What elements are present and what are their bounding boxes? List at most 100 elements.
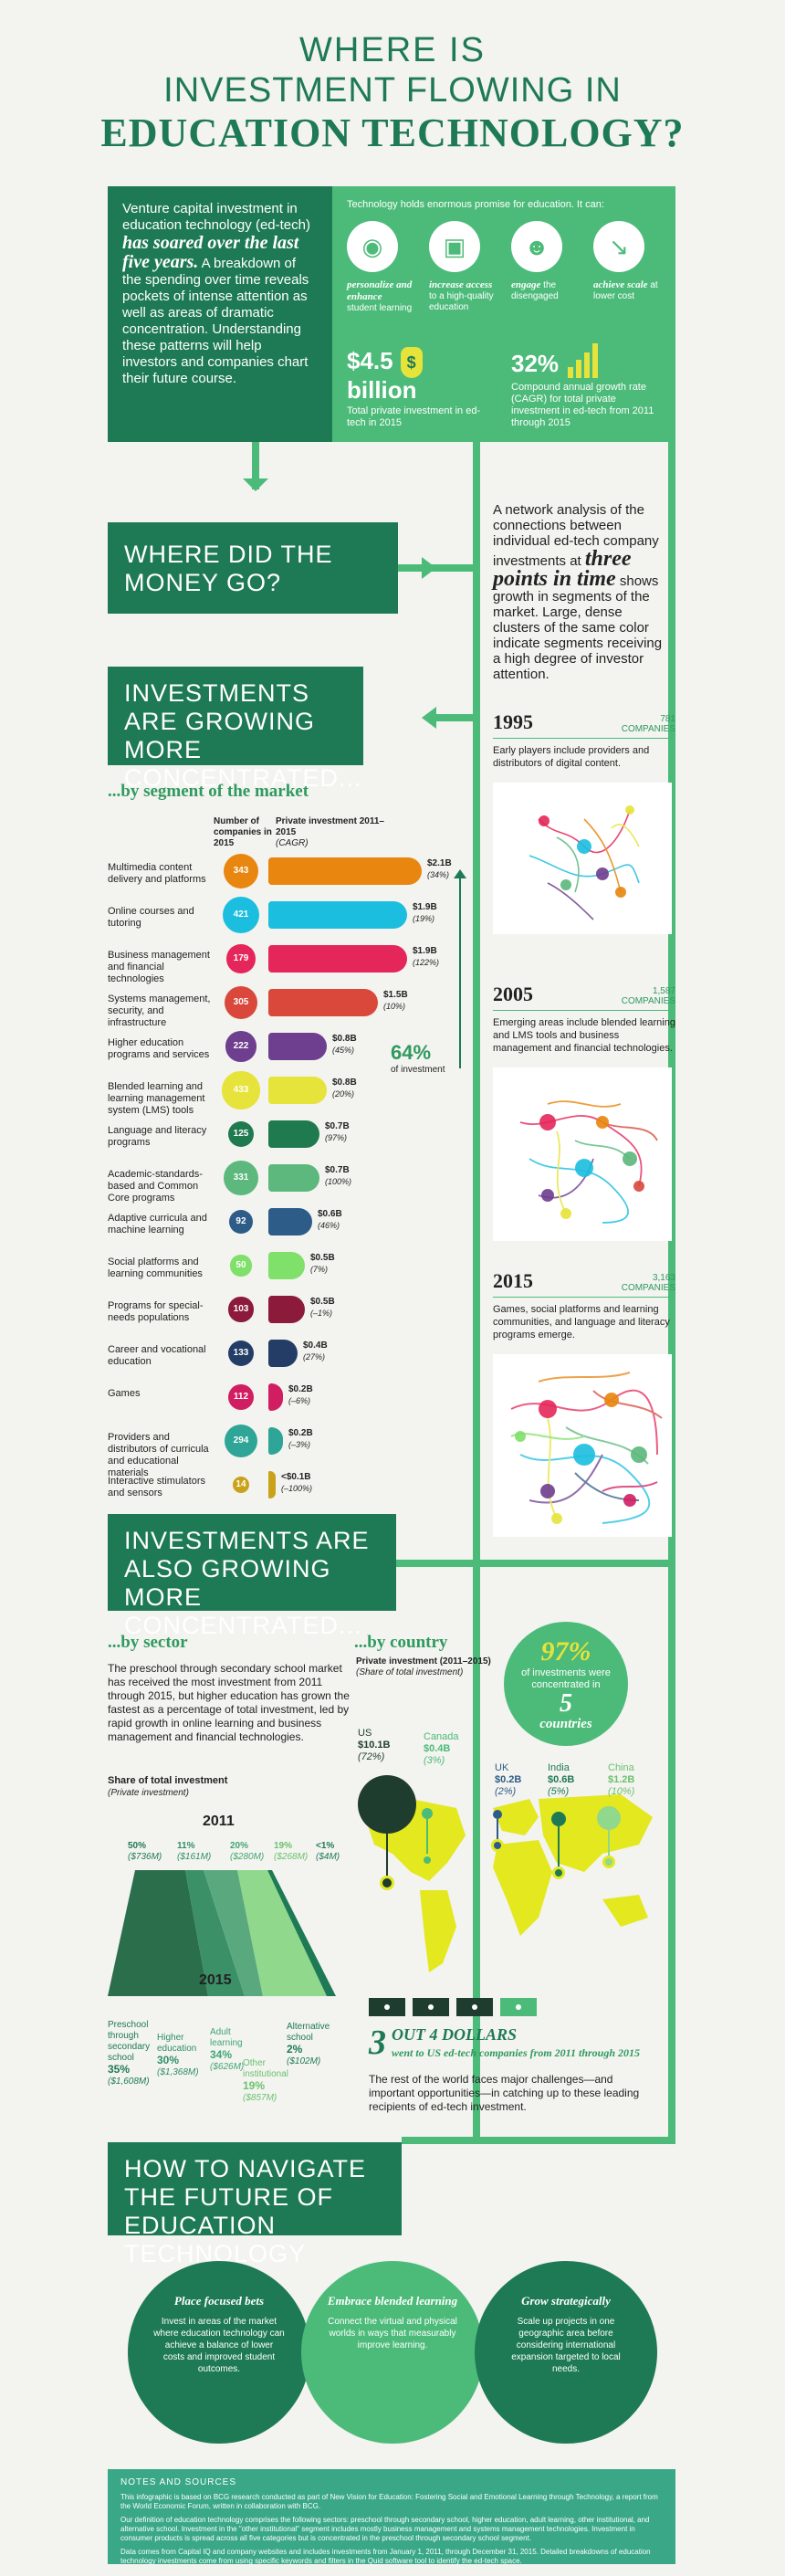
- network-emphasis: three points in time: [493, 547, 632, 591]
- segment-box: INVESTMENTS ARE GROWING MORE CONCENTRATE…: [108, 667, 363, 792]
- segment-count-bubble: 421: [222, 896, 260, 934]
- pin-line: [608, 1830, 610, 1857]
- country-bubble-china: [597, 1806, 621, 1830]
- sector-text: The preschool through secondary school m…: [108, 1662, 350, 1743]
- segment-label: Academic-standards-based and Common Core…: [108, 1169, 203, 1204]
- monitor-icon: ▣: [429, 221, 480, 272]
- title-line-1: WHERE IS: [299, 31, 486, 69]
- segment-value: $0.6B (46%): [318, 1209, 342, 1230]
- promise-item-label: increase access to a high-quality educat…: [429, 279, 494, 312]
- intro-text-a: Venture capital investment in education …: [122, 201, 310, 233]
- dollars-text: The rest of the world faces major challe…: [369, 2073, 640, 2113]
- country-china: China $1.2B (10%): [608, 1762, 635, 1797]
- dollars-head: 3 OUT 4 DOLLARS went to US ed-tech compa…: [369, 2024, 641, 2062]
- sector-top-label: 20% ($280M): [230, 1841, 265, 1862]
- connector: [396, 1560, 674, 1567]
- title-line-2: INVESTMENT FLOWING IN: [163, 71, 622, 110]
- sector-box: INVESTMENTS ARE ALSO GROWING MORE CONCEN…: [108, 1514, 396, 1639]
- sector-bottom-label: Alternative school 2% ($102M): [287, 2022, 330, 2066]
- sector-top-label: 19% ($268M): [274, 1841, 309, 1862]
- segment-bar: [268, 989, 378, 1016]
- country-us: US $10.1B (72%): [358, 1728, 391, 1762]
- network-text: A network analysis of the connections be…: [493, 502, 663, 682]
- segment-count-bubble: 331: [224, 1161, 258, 1195]
- arrow-down-icon: [243, 478, 268, 491]
- segment-value: <$0.1B (–100%): [281, 1472, 313, 1493]
- money-box: WHERE DID THE MONEY GO?: [108, 522, 398, 614]
- bubble-pct: 97%: [540, 1636, 591, 1667]
- segment-label: Interactive stimulators and sensors: [108, 1476, 205, 1498]
- segment-label: Business management and financial techno…: [108, 950, 210, 984]
- sector-top-labels: 50% ($736M) 11% ($161M) 20% ($280M) 19% ($26…: [128, 1841, 347, 1866]
- segment-label: Systems management, security, and infras…: [108, 994, 211, 1028]
- person-circle-icon: ◉: [347, 221, 398, 272]
- country-canada: Canada $0.4B (3%): [424, 1731, 459, 1766]
- period-2005: 2005 1,587 COMPANIES Emerging areas inclu…: [493, 983, 675, 1241]
- sector-flow-adult: [204, 1870, 263, 1996]
- segment-bar: [268, 1077, 327, 1104]
- arrow-right-icon: [422, 557, 436, 579]
- segment-value: $0.2B (–3%): [288, 1428, 313, 1449]
- pin-dot-icon: [602, 1856, 615, 1868]
- pin-dot-icon: [552, 1866, 565, 1879]
- connector: [429, 714, 473, 721]
- promise-box: Technology holds enormous promise for ed…: [332, 186, 675, 442]
- network-graph-1995: [493, 783, 672, 934]
- promise-item-label: personalize and enhance student learning: [347, 279, 413, 313]
- segment-bar: [268, 1120, 319, 1148]
- promise-item: ↘ achieve scale at lower cost: [593, 221, 661, 314]
- future-box: HOW TO NAVIGATE THE FUTURE OF EDUCATION …: [108, 2142, 402, 2267]
- sector-year-2015: 2015: [199, 1972, 232, 1988]
- segment-count-bubble: 433: [222, 1071, 260, 1109]
- sector-top-label: 11% ($161M): [177, 1841, 212, 1862]
- country-bubble-canada: [422, 1808, 433, 1819]
- segment-count-bubble: 50: [230, 1255, 252, 1277]
- segment-bar: [268, 1340, 298, 1367]
- bracket-line: [459, 877, 461, 1068]
- period-1995: 1995 781 COMPANIES Early players include …: [493, 710, 675, 934]
- segment-bar: [268, 1296, 305, 1323]
- sector-flow-other: [237, 1870, 327, 1996]
- segment-value: $0.5B (7%): [310, 1253, 335, 1274]
- intro-box: Venture capital investment in education …: [108, 186, 332, 442]
- intro-emphasis: has soared over the last five years.: [122, 233, 299, 272]
- promise-item: ☻ engage the disengaged: [511, 221, 579, 314]
- segment-label: Language and literacy programs: [108, 1125, 207, 1148]
- segment-label: Blended learning and learning management…: [108, 1081, 205, 1116]
- notes-box: NOTES AND SOURCES This infographic is ba…: [108, 2469, 675, 2565]
- segment-count-bubble: 343: [223, 853, 259, 889]
- stat-total-value: $4.5: [347, 347, 393, 374]
- segment-label: Multimedia content delivery and platform…: [108, 862, 206, 885]
- sector-top-label: <1% ($4M): [316, 1841, 340, 1862]
- period-count: 1,587 COMPANIES: [621, 986, 675, 1006]
- segment-count-bubble: 305: [224, 985, 258, 1020]
- callout-text: of investment: [391, 1065, 445, 1075]
- chat-people-icon: ☻: [511, 221, 562, 272]
- promise-lead: Technology holds enormous promise for ed…: [347, 199, 604, 210]
- sector-chart-sub: (Private investment): [108, 1788, 189, 1798]
- segment-value: $0.7B (100%): [325, 1165, 352, 1186]
- segment-label: Higher education programs and services: [108, 1037, 210, 1060]
- col-companies-header: Number of companies in 2015: [214, 816, 272, 848]
- dollar-bill-icon: [500, 1998, 537, 2016]
- intro-text-b: A breakdown of the spending over time re…: [122, 256, 309, 386]
- period-count: 3,163 COMPANIES: [621, 1273, 675, 1293]
- bubble-word: countries: [539, 1717, 592, 1731]
- segment-count-bubble: 92: [228, 1209, 254, 1235]
- segment-value: $0.8B (45%): [332, 1034, 357, 1055]
- callout-value: 64%: [391, 1041, 432, 1064]
- notes-title: NOTES AND SOURCES: [120, 2477, 237, 2487]
- bar-growth-icon: [568, 342, 599, 378]
- sector-top-label: 50% ($736M): [128, 1841, 162, 1862]
- dollar-bill-icon: [456, 1998, 493, 2016]
- country-india: India $0.6B (5%): [548, 1762, 575, 1797]
- segment-count-bubble: 125: [227, 1120, 255, 1148]
- promise-item-label: engage the disengaged: [511, 279, 559, 301]
- chart-down-icon: ↘: [593, 221, 644, 272]
- pin-line: [558, 1826, 560, 1868]
- concentration-bubble: 97% of investments were concentrated in …: [504, 1622, 628, 1746]
- connector: [402, 2137, 675, 2144]
- col-investment-header: Private investment 2011–2015 (CAGR): [276, 816, 384, 848]
- segment-value: $0.5B (–1%): [310, 1297, 335, 1318]
- pin-dot-icon: [491, 1839, 504, 1852]
